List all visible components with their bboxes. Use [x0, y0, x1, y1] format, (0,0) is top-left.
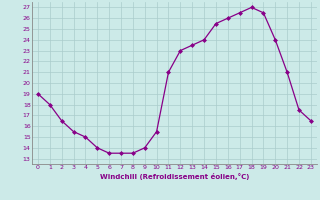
X-axis label: Windchill (Refroidissement éolien,°C): Windchill (Refroidissement éolien,°C) — [100, 173, 249, 180]
